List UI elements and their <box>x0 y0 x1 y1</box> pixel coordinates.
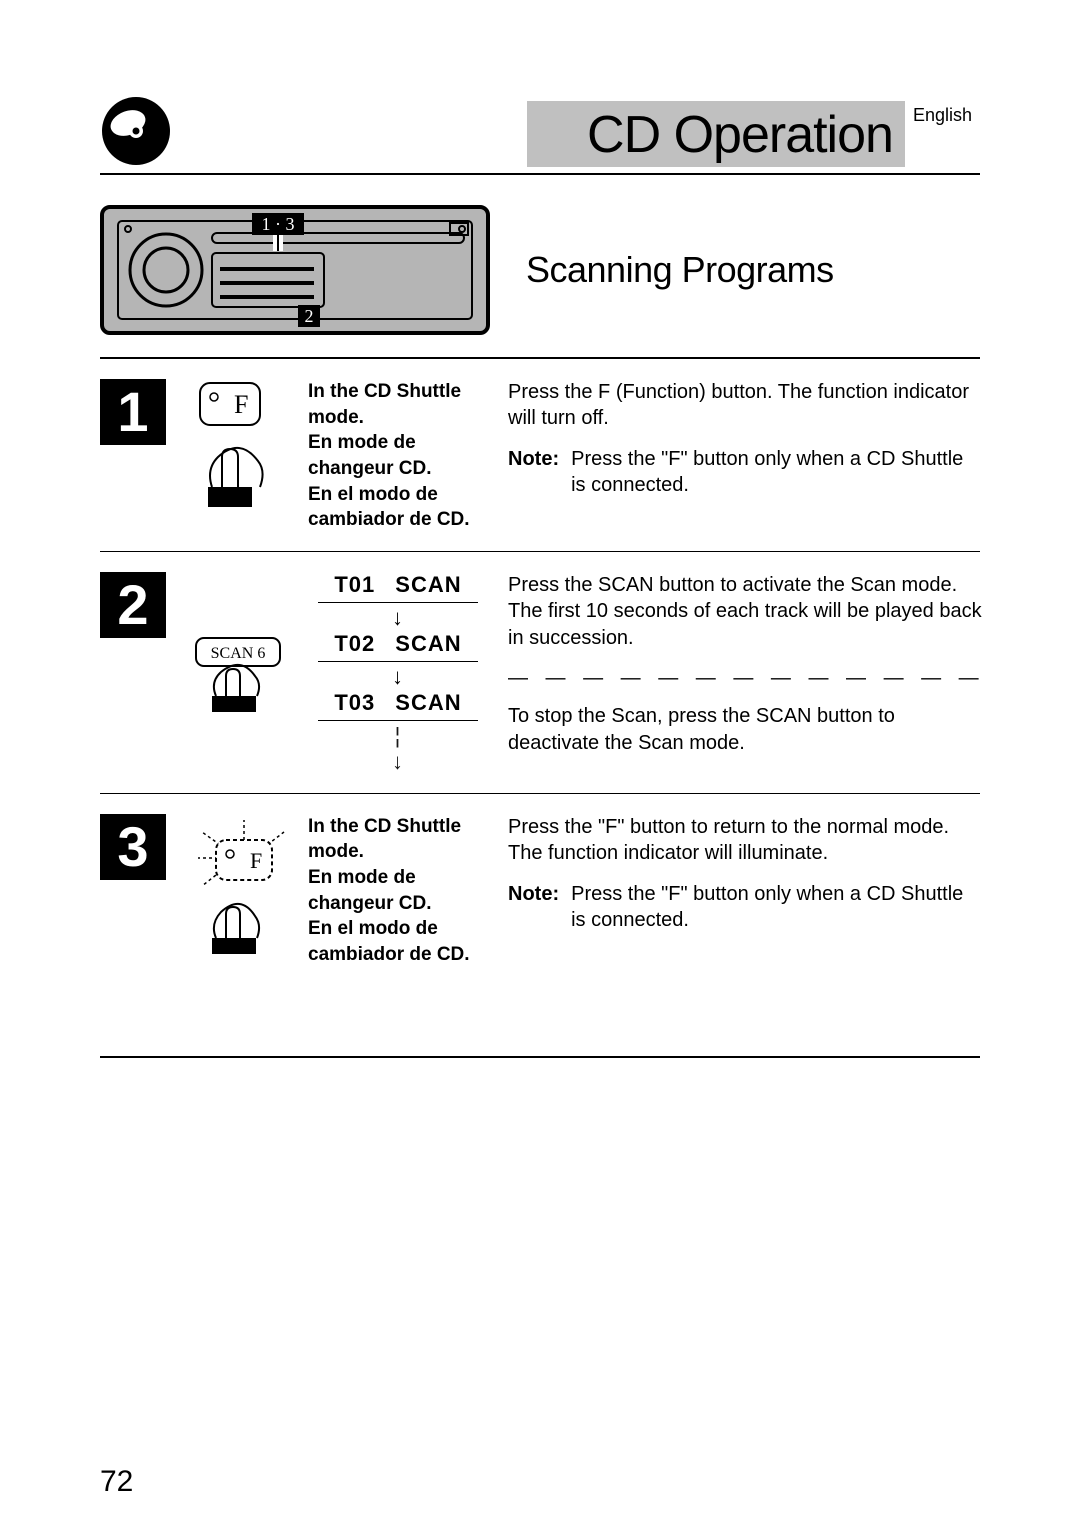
mode-es: En el modo de cambiador de CD. <box>308 916 494 967</box>
note-text: Press the "F" button only when a CD Shut… <box>571 881 980 934</box>
f-button-press-icon: F <box>194 379 290 519</box>
step-number: 2 <box>100 572 166 638</box>
mode-labels: In the CD Shuttle mode. En mode de chang… <box>308 379 494 533</box>
mode-fr: En mode de changeur CD. <box>308 865 494 916</box>
mode-es: En el modo de cambiador de CD. <box>308 482 494 533</box>
mode-fr: En mode de changeur CD. <box>308 430 494 481</box>
scan-button-press-icon: SCAN 6 <box>194 572 290 712</box>
page-header: CD Operation English <box>100 95 980 175</box>
down-arrow-icon: ↓ <box>308 664 488 690</box>
f-button-lit-press-icon: F <box>194 814 290 964</box>
desc-main: Press the "F" button to return to the no… <box>508 814 980 867</box>
device-row: 1 · 3 2 Scanning Programs <box>100 205 980 359</box>
scan-sequence: T01 SCAN ↓ T02 SCAN ↓ T03 SCAN ¦↓ <box>308 572 488 775</box>
down-arrow-icon: ↓ <box>308 605 488 631</box>
desc-main: Press the SCAN button to activate the Sc… <box>508 572 985 651</box>
svg-text:SCAN 6: SCAN 6 <box>211 645 266 662</box>
note-text: Press the "F" button only when a CD Shut… <box>571 446 980 499</box>
svg-text:2: 2 <box>305 306 314 326</box>
dash-divider: — — — — — — — — — — — — — <box>508 665 985 691</box>
svg-text:1 · 3: 1 · 3 <box>262 214 295 234</box>
track-label: T03 <box>334 690 375 716</box>
desc-second: To stop the Scan, press the SCAN button … <box>508 703 985 756</box>
step-number: 3 <box>100 814 166 880</box>
svg-text:F: F <box>234 390 248 419</box>
subheading: Scanning Programs <box>526 249 834 291</box>
step-description: Press the F (Function) button. The funct… <box>508 379 980 499</box>
mode-en: In the CD Shuttle mode. <box>308 814 494 865</box>
scan-label: SCAN <box>395 690 461 716</box>
language-label: English <box>913 105 972 126</box>
bottom-rule <box>100 1056 980 1058</box>
mode-labels: In the CD Shuttle mode. En mode de chang… <box>308 814 494 968</box>
step-2: 2 SCAN 6 T01SCAN ↓ T02SCAN ↓ T03SCA <box>100 552 980 794</box>
step-1: 1 F In the CD Shuttle mode. En mode de c… <box>100 359 980 552</box>
track-label: T01 <box>334 572 375 598</box>
step-description: Press the "F" button to return to the no… <box>508 814 980 934</box>
down-arrow-dashed-icon: ¦↓ <box>308 723 488 775</box>
device-illustration: 1 · 3 2 <box>100 205 490 335</box>
svg-text:F: F <box>250 848 262 873</box>
scan-label: SCAN <box>395 572 461 598</box>
step-description: Press the SCAN button to activate the Sc… <box>508 572 985 770</box>
note-label: Note: <box>508 446 559 499</box>
mode-en: In the CD Shuttle mode. <box>308 379 494 430</box>
scan-label: SCAN <box>395 631 461 657</box>
page-title: CD Operation <box>587 106 893 164</box>
page-number: 72 <box>100 1465 133 1499</box>
title-bg: CD Operation <box>527 101 905 167</box>
step-3: 3 F In the CD Shuttle mode. <box>100 794 980 986</box>
note-label: Note: <box>508 881 559 934</box>
track-label: T02 <box>334 631 375 657</box>
desc-main: Press the F (Function) button. The funct… <box>508 379 980 432</box>
step-number: 1 <box>100 379 166 445</box>
cd-icon <box>100 95 172 167</box>
